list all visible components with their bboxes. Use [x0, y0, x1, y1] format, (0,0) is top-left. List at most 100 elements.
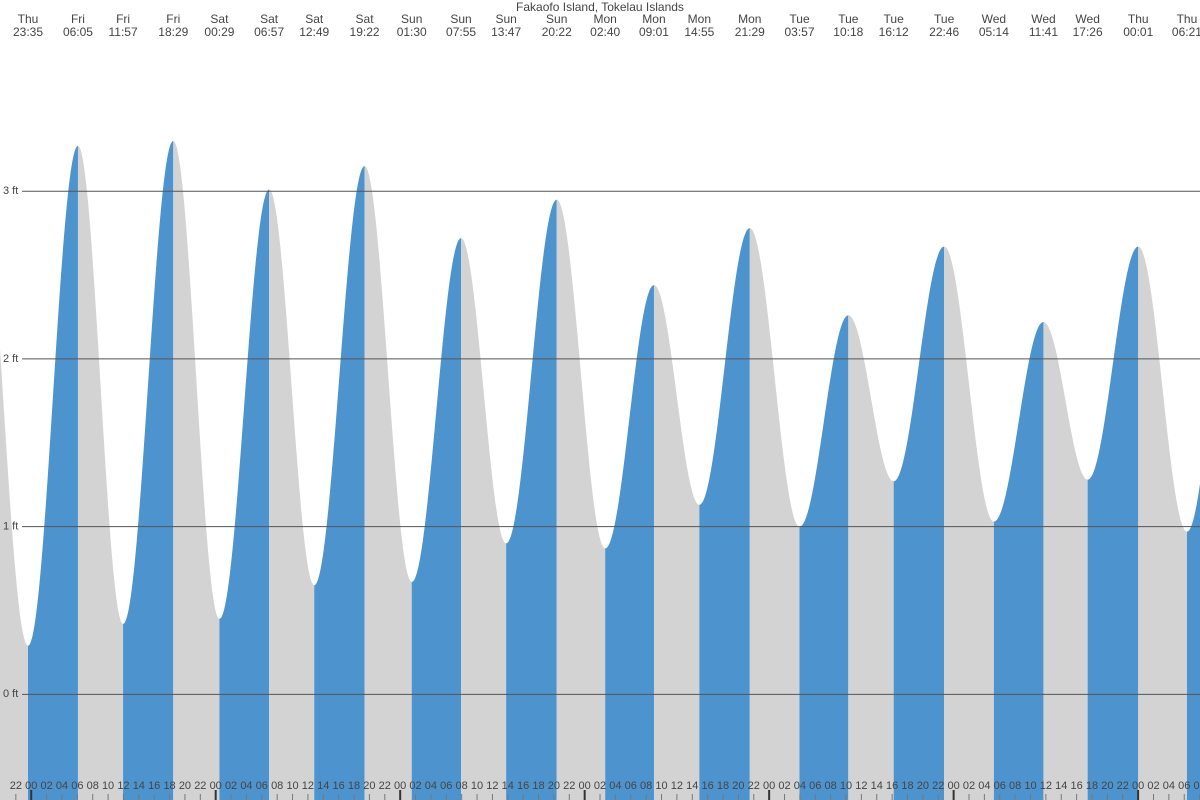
extreme-day: Thu: [18, 12, 39, 26]
x-tick-label: 10: [471, 780, 483, 792]
extreme-time: 02:40: [590, 25, 620, 39]
extreme-time: 23:35: [13, 25, 43, 39]
x-tick-label: 20: [1101, 780, 1113, 792]
extreme-day: Thu: [1177, 12, 1198, 26]
x-tick-label: 12: [117, 780, 129, 792]
extreme-time: 06:21: [1172, 25, 1200, 39]
tide-segment: [461, 238, 507, 800]
x-tick-label: 18: [163, 780, 175, 792]
x-tick-label: 12: [302, 780, 314, 792]
tide-segment: [1138, 246, 1187, 800]
x-tick-label: 02: [1147, 780, 1159, 792]
extreme-day: Fri: [71, 12, 85, 26]
y-tick-label: 2 ft: [3, 353, 18, 365]
tide-segment: [605, 285, 654, 800]
tide-segment: [653, 285, 700, 800]
tide-area: [0, 140, 1200, 800]
tide-segment: [123, 140, 174, 800]
extreme-day: Sun: [401, 12, 422, 26]
tide-segment: [1043, 322, 1088, 800]
x-tick-label: 16: [702, 780, 714, 792]
x-tick-label: 14: [502, 780, 514, 792]
x-tick-label: 14: [686, 780, 698, 792]
x-tick-label: 04: [794, 780, 806, 792]
extreme-day: Sat: [305, 12, 324, 26]
x-tick-label: 12: [486, 780, 498, 792]
x-tick-label: 20: [179, 780, 191, 792]
x-tick-label: 04: [978, 780, 990, 792]
extreme-day: Thu: [1128, 12, 1149, 26]
x-tick-label: 08: [271, 780, 283, 792]
extreme-day: Sun: [495, 12, 516, 26]
x-tick-label: 20: [548, 780, 560, 792]
x-tick-label: 02: [40, 780, 52, 792]
x-tick-label: 06: [1178, 780, 1190, 792]
x-tick-label: 00: [763, 780, 775, 792]
y-tick-label: 1 ft: [3, 521, 18, 533]
extreme-day: Tue: [934, 12, 955, 26]
x-tick-label: 16: [886, 780, 898, 792]
x-tick-label: 04: [56, 780, 68, 792]
x-tick-label: 00: [579, 780, 591, 792]
x-tick-label: 16: [517, 780, 529, 792]
x-tick-label: 14: [133, 780, 145, 792]
x-tick-label: 14: [871, 780, 883, 792]
tide-segment: [411, 238, 462, 800]
x-tick-label: 12: [671, 780, 683, 792]
extreme-day: Mon: [688, 12, 711, 26]
x-tick-label: 04: [425, 780, 437, 792]
x-tick-label: 22: [10, 780, 22, 792]
x-tick-label: 06: [625, 780, 637, 792]
x-tick-label: 04: [1163, 780, 1175, 792]
x-tick-label: 10: [286, 780, 298, 792]
extreme-day: Tue: [789, 12, 810, 26]
extreme-time: 17:26: [1073, 25, 1103, 39]
extreme-time: 11:57: [108, 25, 137, 39]
extreme-time: 18:29: [158, 25, 188, 39]
chart-title: Fakaofo Island, Tokelau Islands: [516, 0, 684, 14]
x-tick-label: 02: [963, 780, 975, 792]
extreme-day: Tue: [838, 12, 859, 26]
tide-segment: [993, 322, 1044, 800]
x-tick-label: 22: [563, 780, 575, 792]
tide-segment: [28, 145, 78, 800]
x-tick-label: 06: [256, 780, 268, 792]
extreme-time: 06:57: [254, 25, 284, 39]
extreme-day: Sat: [356, 12, 375, 26]
extreme-day: Sun: [546, 12, 567, 26]
x-tick-label: 02: [225, 780, 237, 792]
extreme-time: 00:01: [1123, 25, 1153, 39]
extreme-day: Mon: [593, 12, 616, 26]
extreme-time: 19:22: [350, 25, 380, 39]
extreme-time: 13:47: [491, 25, 521, 39]
tide-segment: [699, 228, 750, 800]
tide-segment: [364, 166, 412, 800]
tide-segment: [749, 228, 800, 800]
x-tick-label: 20: [917, 780, 929, 792]
x-tick-label: 22: [379, 780, 391, 792]
x-tick-label: 20: [363, 780, 375, 792]
x-tick-label: 08: [87, 780, 99, 792]
extreme-time: 14:55: [684, 25, 714, 39]
extreme-day: Tue: [884, 12, 905, 26]
extreme-day: Fri: [166, 12, 180, 26]
extreme-day: Wed: [1031, 12, 1055, 26]
x-tick-label: 10: [655, 780, 667, 792]
extreme-day: Fri: [116, 12, 130, 26]
x-tick-label: 22: [194, 780, 206, 792]
x-tick-label: 18: [532, 780, 544, 792]
extreme-time: 01:30: [397, 25, 427, 39]
tide-segment: [506, 199, 557, 800]
x-tick-label: 08: [1009, 780, 1021, 792]
x-tick-label: 16: [1071, 780, 1083, 792]
x-tick-label: 04: [240, 780, 252, 792]
x-tick-label: 18: [1086, 780, 1098, 792]
extreme-time: 11:41: [1029, 25, 1058, 39]
y-tick-label: 0 ft: [3, 688, 18, 700]
tide-segment-edge: [1186, 483, 1200, 800]
extreme-day: Sat: [260, 12, 279, 26]
x-tick-label: 14: [317, 780, 329, 792]
x-tick-label: 14: [1055, 780, 1067, 792]
